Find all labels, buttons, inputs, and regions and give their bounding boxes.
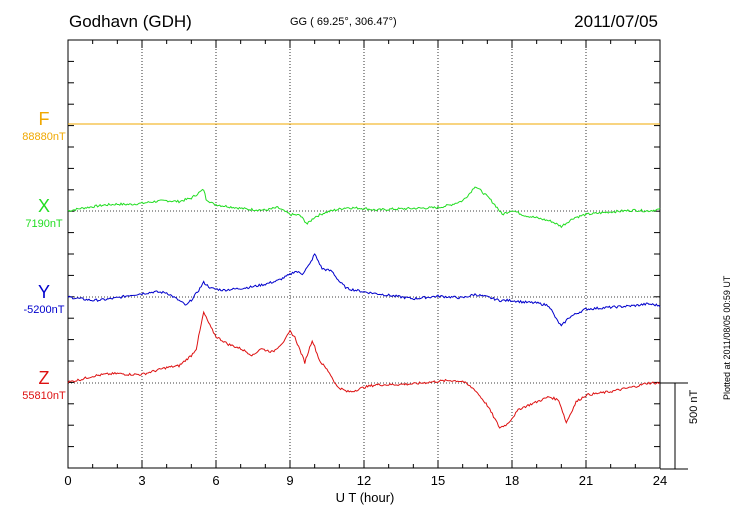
- grid-lines: [68, 40, 660, 468]
- component-Y: Y -5200nT: [14, 282, 74, 317]
- component-Z-label: Z: [38, 368, 50, 388]
- component-X-label: X: [37, 196, 50, 216]
- plotted-timestamp: Plotted at 2011/08/05 00:59 UT: [722, 275, 730, 400]
- x-axis-label: U T (hour): [335, 490, 395, 505]
- component-Y-baseline: -5200nT: [23, 304, 65, 316]
- date: 2011/07/05: [574, 12, 658, 31]
- component-F-baseline: 88880nT: [22, 131, 66, 143]
- x-tick-label-21: 21: [579, 473, 593, 488]
- scale-bar: [660, 382, 688, 470]
- scale-bar-label: 500 nT: [688, 389, 700, 424]
- component-X-baseline: 7190nT: [25, 218, 63, 230]
- x-tick-label-24: 24: [653, 473, 667, 488]
- series-line-X: [67, 186, 661, 229]
- station-title: Godhavn (GDH): [69, 12, 192, 31]
- series-line-Z: [67, 310, 661, 429]
- x-ticks: 0 3 6 9 12 15 18 21 24: [64, 40, 667, 488]
- series-line-Y: [67, 253, 661, 327]
- coordinates: GG ( 69.25°, 306.47°): [290, 16, 397, 28]
- x-tick-label-12: 12: [357, 473, 371, 488]
- component-F-label: F: [38, 109, 50, 129]
- component-Z: Z 55810nT: [14, 368, 74, 403]
- x-tick-label-15: 15: [431, 473, 445, 488]
- component-X: X 7190nT: [14, 196, 74, 231]
- x-tick-label-18: 18: [505, 473, 519, 488]
- x-tick-label-6: 6: [212, 473, 219, 488]
- x-tick-label-9: 9: [286, 473, 293, 488]
- y-ticks: [68, 39, 660, 469]
- component-F: F 88880nT: [14, 109, 74, 144]
- x-tick-label-3: 3: [138, 473, 145, 488]
- component-Y-label: Y: [37, 282, 50, 302]
- x-tick-label-0: 0: [64, 473, 71, 488]
- series-lines: [67, 123, 661, 429]
- component-Z-baseline: 55810nT: [22, 390, 66, 402]
